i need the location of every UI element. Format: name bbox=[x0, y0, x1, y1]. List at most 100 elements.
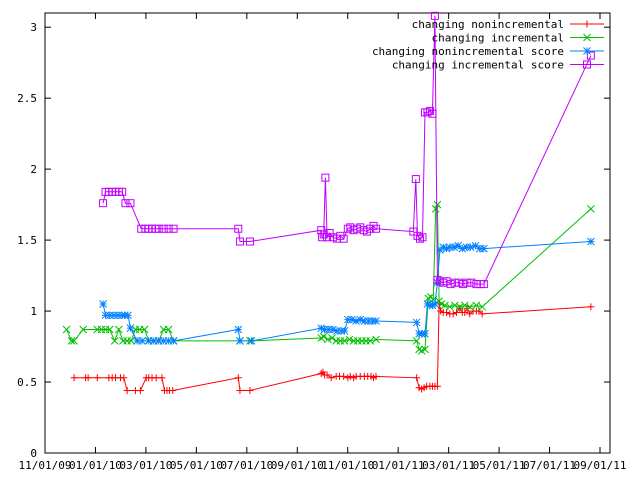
data-point bbox=[323, 233, 332, 242]
data-point bbox=[409, 227, 418, 236]
x-tick-label: 07/01/10 bbox=[220, 459, 273, 472]
data-point bbox=[372, 335, 380, 344]
data-point bbox=[587, 303, 595, 311]
data-point bbox=[343, 224, 352, 233]
data-point bbox=[110, 337, 119, 345]
data-point bbox=[449, 310, 457, 318]
data-point bbox=[461, 308, 469, 316]
data-point bbox=[455, 302, 464, 311]
data-point bbox=[67, 337, 76, 345]
data-point bbox=[425, 106, 434, 115]
data-point bbox=[339, 234, 348, 243]
data-point bbox=[372, 224, 381, 233]
data-point bbox=[369, 221, 378, 230]
y-tick-label: 3 bbox=[30, 21, 37, 34]
data-point bbox=[62, 325, 71, 334]
data-point bbox=[433, 200, 442, 209]
data-point bbox=[471, 241, 480, 250]
data-point bbox=[138, 337, 146, 345]
series-2 bbox=[99, 237, 595, 345]
data-point bbox=[84, 374, 92, 382]
plot-frame bbox=[44, 12, 611, 454]
series-0 bbox=[70, 300, 595, 395]
data-point bbox=[234, 224, 243, 233]
data-point bbox=[415, 345, 424, 354]
data-point bbox=[478, 310, 486, 318]
legend-label: changing nonincremental score bbox=[372, 45, 564, 58]
data-point bbox=[418, 233, 427, 242]
data-point bbox=[463, 278, 472, 287]
data-point bbox=[323, 371, 331, 379]
data-point bbox=[324, 335, 332, 344]
data-point bbox=[340, 337, 349, 345]
data-point bbox=[123, 387, 131, 395]
data-point bbox=[366, 337, 375, 345]
data-point bbox=[421, 329, 429, 338]
data-point bbox=[327, 374, 335, 382]
data-point bbox=[93, 374, 101, 382]
data-point bbox=[234, 325, 243, 334]
data-point bbox=[236, 337, 244, 345]
data-point bbox=[372, 317, 380, 325]
x-tick-label: 01/01/10 bbox=[69, 459, 122, 472]
data-point bbox=[587, 205, 595, 213]
data-point bbox=[586, 51, 595, 60]
data-point bbox=[458, 244, 467, 253]
data-point bbox=[480, 244, 488, 253]
data-point bbox=[169, 387, 177, 395]
data-point bbox=[99, 300, 107, 308]
data-point bbox=[441, 301, 449, 310]
legend-label: changing nonincremental bbox=[412, 18, 564, 31]
y-tick-label: 1 bbox=[30, 305, 37, 318]
x-tick-label: 03/01/10 bbox=[119, 459, 172, 472]
data-point bbox=[583, 33, 591, 42]
data-point bbox=[169, 337, 178, 345]
data-point bbox=[158, 374, 166, 382]
data-point bbox=[583, 47, 591, 55]
data-point bbox=[169, 224, 178, 233]
data-point bbox=[236, 387, 244, 395]
data-point bbox=[428, 109, 437, 118]
series-layer bbox=[62, 11, 595, 395]
data-point bbox=[352, 317, 360, 325]
x-tick-label: 05/01/10 bbox=[170, 459, 223, 472]
data-point bbox=[140, 325, 149, 334]
data-point bbox=[154, 224, 163, 233]
data-point bbox=[413, 231, 422, 240]
data-point bbox=[114, 325, 123, 334]
data-point bbox=[587, 237, 595, 246]
data-point bbox=[442, 277, 451, 286]
x-tick-label: 05/01/11 bbox=[473, 459, 526, 472]
y-tick-label: 0 bbox=[30, 447, 37, 460]
data-point bbox=[475, 307, 483, 315]
data-point bbox=[321, 173, 330, 182]
data-point bbox=[459, 280, 468, 289]
x-tick-label: 11/01/10 bbox=[321, 459, 374, 472]
data-point bbox=[450, 301, 459, 310]
data-point bbox=[430, 11, 439, 20]
data-point bbox=[234, 374, 242, 382]
data-point bbox=[454, 278, 463, 287]
data-point bbox=[466, 310, 474, 318]
series-3 bbox=[99, 11, 595, 289]
data-point bbox=[247, 337, 256, 345]
data-point bbox=[120, 374, 128, 382]
data-point bbox=[472, 301, 481, 310]
data-point bbox=[317, 334, 326, 342]
data-point bbox=[345, 335, 354, 344]
data-point bbox=[465, 302, 474, 311]
data-point bbox=[99, 199, 108, 208]
x-tick-label: 07/01/11 bbox=[523, 459, 576, 472]
data-point bbox=[454, 241, 462, 250]
axis-ticks: 00.511.522.5311/01/0901/01/1003/01/1005/… bbox=[17, 13, 626, 472]
data-point bbox=[412, 337, 421, 345]
data-point bbox=[445, 302, 454, 311]
y-tick-label: 0.5 bbox=[17, 376, 37, 389]
data-point bbox=[126, 324, 135, 332]
data-point bbox=[329, 325, 337, 334]
data-point bbox=[450, 278, 459, 287]
data-point bbox=[164, 325, 173, 334]
data-point bbox=[479, 280, 488, 289]
